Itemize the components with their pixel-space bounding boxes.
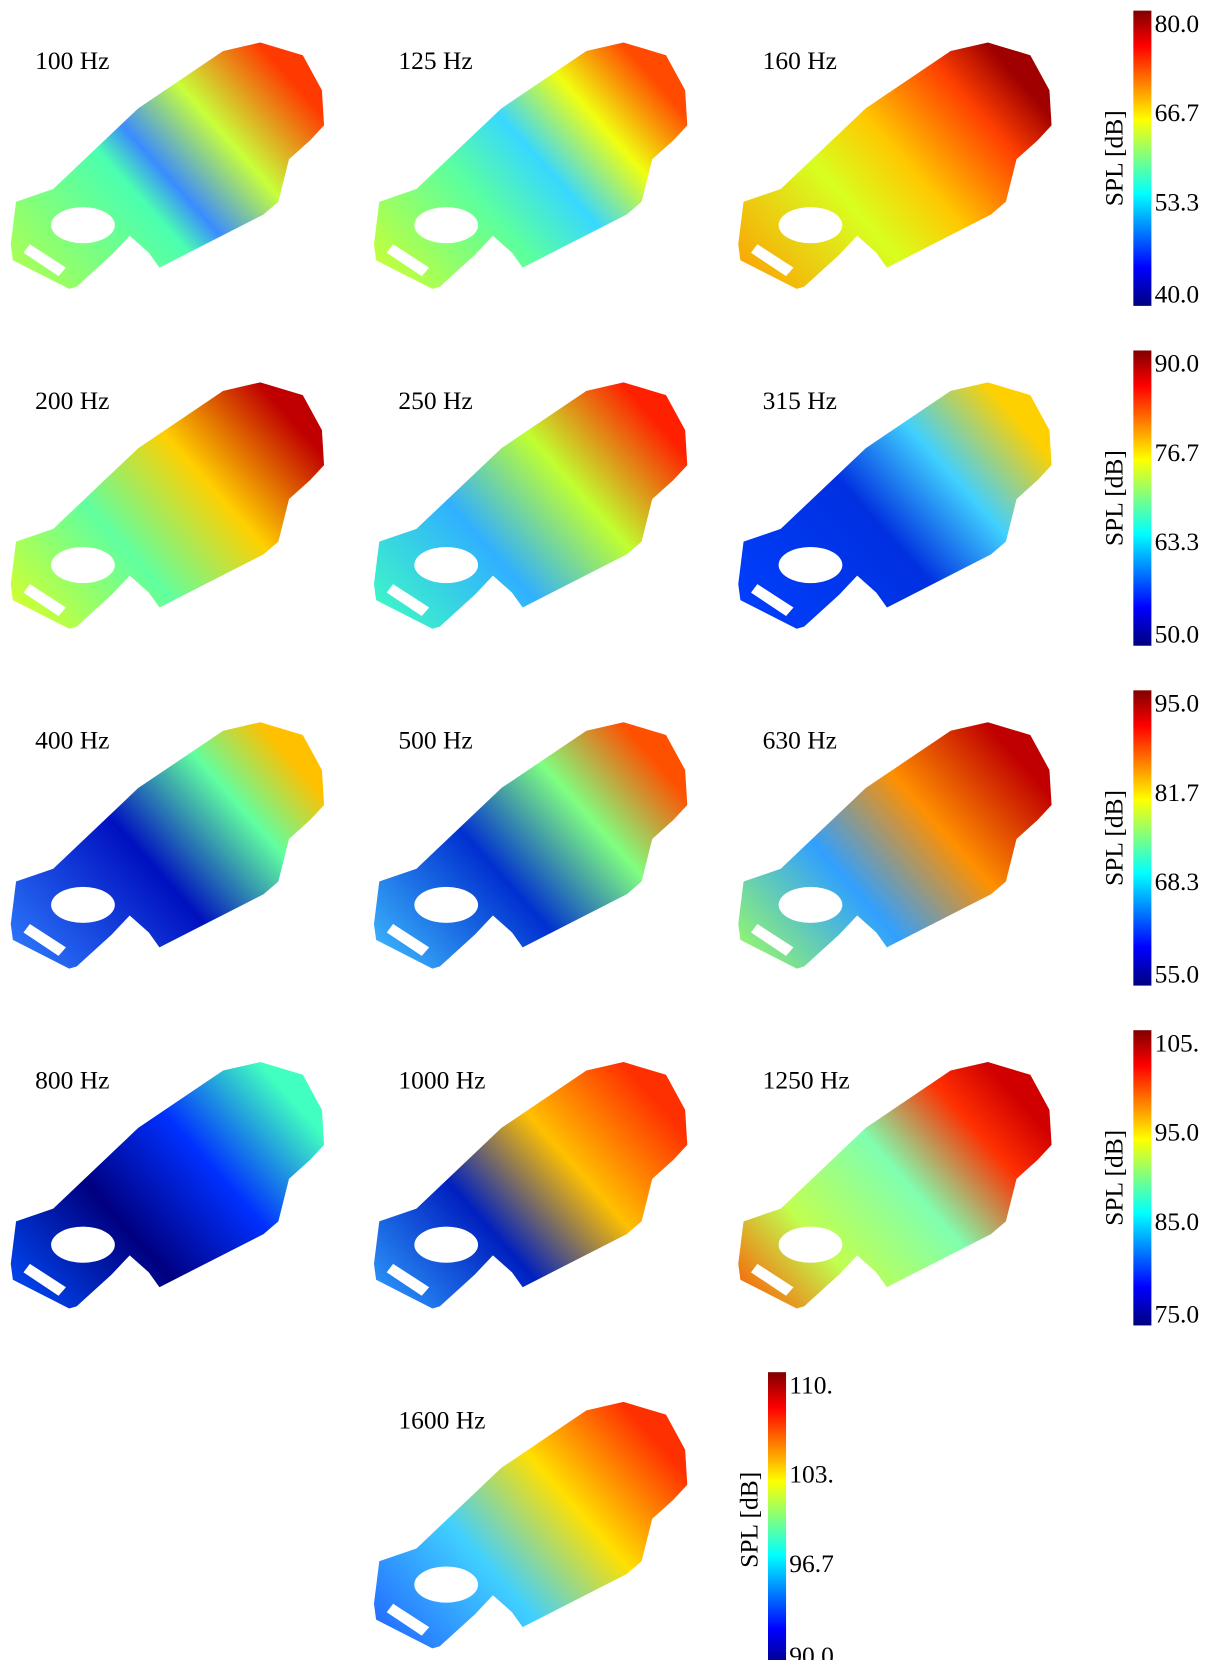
car-body: [738, 722, 1052, 969]
colorbar: [1133, 1030, 1152, 1326]
car-body: [373, 722, 688, 969]
colorbar-title: SPL [dB]: [1100, 110, 1129, 206]
colorbar: [767, 1372, 787, 1660]
colorbar-tick-label: 110.: [789, 1370, 833, 1399]
car-panel: 160 Hz: [738, 42, 1052, 289]
car-body: [373, 1401, 688, 1649]
colorbar-tick-label: 53.3: [1155, 187, 1200, 216]
frequency-label: 400 Hz: [35, 726, 109, 755]
colorbar-tick-label: 105.: [1155, 1028, 1200, 1057]
frequency-label: 100 Hz: [35, 46, 109, 75]
colorbar: [1133, 10, 1152, 306]
car-panel: 1250 Hz: [738, 1062, 1052, 1309]
car-panel: 400 Hz: [10, 722, 325, 969]
colorbar-tick-label: 66.7: [1155, 98, 1200, 127]
frequency-label: 1600 Hz: [398, 1405, 485, 1434]
colorbar-tick-label: 96.7: [789, 1549, 834, 1578]
colorbar-tick-label: 40.0: [1155, 280, 1200, 309]
car-panel: 500 Hz: [373, 722, 688, 969]
car-body: [10, 1062, 325, 1309]
frequency-label: 1000 Hz: [398, 1066, 485, 1095]
car-panel: 100 Hz: [10, 42, 325, 289]
colorbar-tick-label: 76.7: [1155, 438, 1200, 467]
colorbar-tick-label: 68.3: [1155, 867, 1200, 896]
car-panel: 250 Hz: [373, 382, 688, 629]
car-body: [10, 42, 325, 289]
colorbar: [1133, 690, 1152, 986]
frequency-label: 630 Hz: [763, 726, 837, 755]
colorbar-title: SPL [dB]: [734, 1472, 763, 1568]
car-body: [10, 722, 325, 969]
car-panel: 200 Hz: [10, 382, 325, 629]
colorbar-tick-label: 90.0: [789, 1641, 834, 1660]
car-body: [373, 42, 688, 289]
colorbar-tick-label: 80.0: [1155, 9, 1200, 38]
frequency-label: 800 Hz: [35, 1066, 109, 1095]
frequency-label: 125 Hz: [398, 46, 472, 75]
colorbar-tick-label: 63.3: [1155, 527, 1200, 556]
colorbar-tick-label: 95.0: [1155, 689, 1200, 718]
car-panel: 315 Hz: [738, 382, 1052, 629]
colorbar-tick-label: 90.0: [1155, 349, 1200, 378]
colorbar-tick-label: 85.0: [1155, 1207, 1200, 1236]
colorbar: [1133, 350, 1152, 646]
frequency-label: 250 Hz: [398, 386, 472, 415]
car-panel: 630 Hz: [738, 722, 1052, 969]
car-panel: 1600 Hz: [373, 1401, 688, 1649]
car-panel: 800 Hz: [10, 1062, 325, 1309]
car-panel: 125 Hz: [373, 42, 688, 289]
colorbar-tick-label: 75.0: [1155, 1299, 1200, 1328]
frequency-label: 500 Hz: [398, 726, 472, 755]
car-body: [373, 382, 688, 629]
car-body: [738, 1062, 1052, 1309]
colorbar-tick-label: 55.0: [1155, 959, 1200, 988]
colorbar-title: SPL [dB]: [1100, 1130, 1129, 1226]
frequency-label: 200 Hz: [35, 386, 109, 415]
car-body: [10, 382, 325, 629]
colorbar-title: SPL [dB]: [1100, 790, 1129, 886]
car-body: [373, 1062, 688, 1309]
frequency-label: 315 Hz: [763, 386, 837, 415]
colorbar-title: SPL [dB]: [1100, 450, 1129, 546]
colorbar-tick-label: 103.: [789, 1460, 834, 1489]
frequency-label: 160 Hz: [763, 46, 837, 75]
colorbar-tick-label: 95.0: [1155, 1118, 1200, 1147]
colorbar-tick-label: 81.7: [1155, 778, 1200, 807]
frequency-label: 1250 Hz: [763, 1066, 850, 1095]
car-body: [738, 42, 1052, 289]
car-body: [738, 382, 1052, 629]
car-panel: 1000 Hz: [373, 1062, 688, 1309]
colorbar-tick-label: 50.0: [1155, 620, 1200, 649]
